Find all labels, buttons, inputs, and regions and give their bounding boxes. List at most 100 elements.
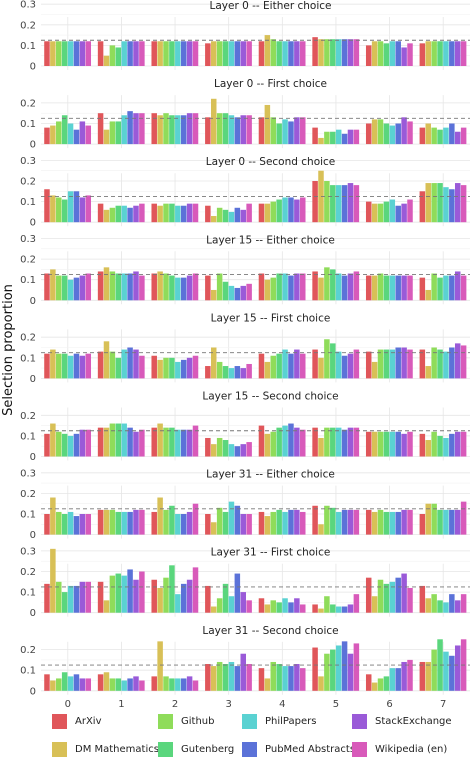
- bar: [133, 431, 139, 457]
- legend-swatch: [242, 713, 257, 729]
- y-tick-label: 0.2: [20, 20, 36, 31]
- bar: [347, 129, 354, 145]
- bar: [460, 275, 467, 301]
- bar: [175, 514, 181, 535]
- y-tick-label: 0.2: [20, 645, 36, 656]
- bar: [133, 349, 139, 379]
- bar: [73, 129, 80, 145]
- bar: [50, 548, 56, 613]
- legend-label: PhilPapers: [265, 715, 317, 727]
- bar: [347, 604, 354, 613]
- bar: [216, 273, 223, 301]
- bar: [300, 353, 306, 379]
- bar: [425, 290, 431, 301]
- bar: [67, 435, 74, 457]
- bar: [85, 429, 92, 457]
- bar: [139, 429, 145, 457]
- bar: [85, 353, 92, 379]
- bar: [449, 594, 455, 613]
- bar: [300, 604, 306, 613]
- bar: [276, 273, 282, 301]
- legend-swatch: [52, 741, 67, 757]
- bar: [157, 587, 163, 613]
- y-tick-label: 0.3: [20, 0, 36, 11]
- bar: [425, 440, 431, 457]
- bar: [431, 649, 437, 691]
- bar: [79, 197, 86, 223]
- bar: [44, 41, 50, 66]
- bar: [61, 353, 68, 379]
- bar: [109, 678, 116, 691]
- bar: [127, 511, 133, 535]
- bar: [246, 283, 252, 301]
- bar: [56, 275, 62, 301]
- bar: [264, 516, 271, 535]
- bar: [246, 514, 252, 535]
- bar: [347, 427, 354, 457]
- bar: [419, 514, 426, 535]
- bar: [288, 121, 294, 145]
- bar: [330, 269, 336, 301]
- bar: [56, 41, 62, 66]
- bar: [169, 357, 175, 379]
- bar: [282, 197, 288, 223]
- bar: [312, 349, 318, 379]
- bar: [139, 355, 145, 379]
- bar: [335, 39, 342, 66]
- bar: [437, 129, 443, 145]
- bar: [240, 41, 246, 66]
- legend-swatch: [242, 741, 257, 757]
- bar: [228, 41, 235, 66]
- bar: [425, 183, 431, 223]
- bar: [454, 271, 461, 301]
- y-tick-label: 0.2: [20, 411, 36, 422]
- bar: [443, 275, 449, 301]
- bar: [318, 137, 324, 145]
- bar: [67, 585, 74, 613]
- bar: [109, 271, 116, 301]
- bar: [270, 117, 277, 145]
- bar: [228, 368, 235, 379]
- bar: [192, 355, 199, 379]
- bar: [73, 41, 80, 66]
- bar: [210, 41, 217, 66]
- bar: [282, 598, 288, 613]
- bar: [365, 351, 372, 379]
- bar: [449, 41, 455, 66]
- bar: [192, 41, 199, 66]
- bar: [151, 273, 157, 301]
- bar: [109, 207, 116, 223]
- bar: [431, 127, 437, 145]
- bar: [335, 273, 342, 301]
- bar: [324, 131, 330, 145]
- bar: [139, 509, 145, 535]
- bar: [50, 349, 56, 379]
- bar: [205, 514, 211, 535]
- bar: [401, 203, 407, 223]
- bar: [449, 509, 455, 535]
- bar: [79, 581, 86, 613]
- bar: [407, 43, 413, 66]
- bar: [61, 199, 68, 223]
- bar: [85, 678, 92, 691]
- bar: [234, 573, 241, 613]
- bar: [294, 427, 300, 457]
- bar: [157, 205, 163, 223]
- bar: [133, 113, 139, 145]
- bar: [264, 678, 271, 691]
- bar: [312, 604, 318, 613]
- bar: [401, 433, 407, 457]
- bar: [312, 647, 318, 691]
- bar: [50, 423, 56, 457]
- bar: [443, 351, 449, 379]
- bar: [389, 511, 396, 535]
- bar: [240, 209, 246, 223]
- bar: [163, 509, 169, 535]
- y-tick-label: 0: [30, 530, 36, 541]
- bar: [389, 275, 396, 301]
- bar: [425, 598, 431, 613]
- bar: [192, 567, 199, 613]
- bar: [103, 129, 110, 145]
- bar: [377, 203, 384, 223]
- bar: [341, 275, 348, 301]
